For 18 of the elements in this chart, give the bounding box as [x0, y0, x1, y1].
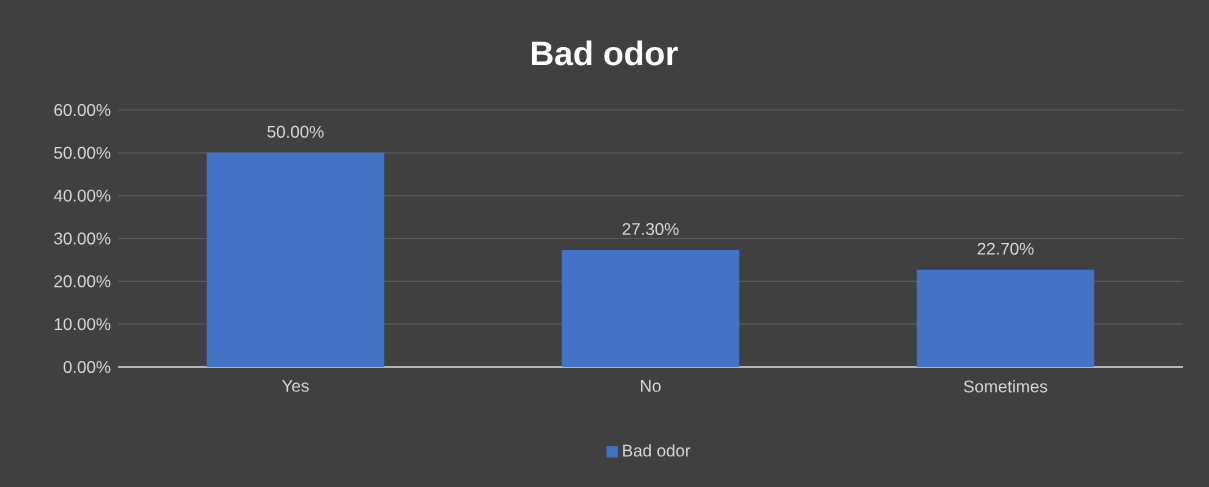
data-label: 50.00% — [267, 125, 324, 138]
bar — [206, 152, 385, 367]
y-tick-label: 40.00% — [53, 189, 111, 202]
y-tick-label: 50.00% — [54, 146, 111, 159]
y-tick-label: 0.00% — [63, 361, 111, 373]
x-tick-label: Yes — [282, 380, 309, 392]
x-tick-label: No — [641, 380, 661, 392]
bar — [561, 250, 740, 367]
y-tick-label: 10.00% — [54, 318, 111, 331]
x-tick-label: Sometimes — [963, 380, 1048, 393]
y-tick-label: 30.00% — [54, 232, 111, 245]
y-tick-label: 60.00% — [54, 104, 111, 116]
data-label: 22.70% — [977, 242, 1034, 255]
bar — [916, 269, 1095, 367]
data-label: 27.30% — [622, 223, 679, 236]
chart-title: Bad odor — [531, 40, 678, 66]
y-tick-label: 20.00% — [54, 275, 111, 288]
legend-label: Bad odor — [623, 444, 691, 457]
